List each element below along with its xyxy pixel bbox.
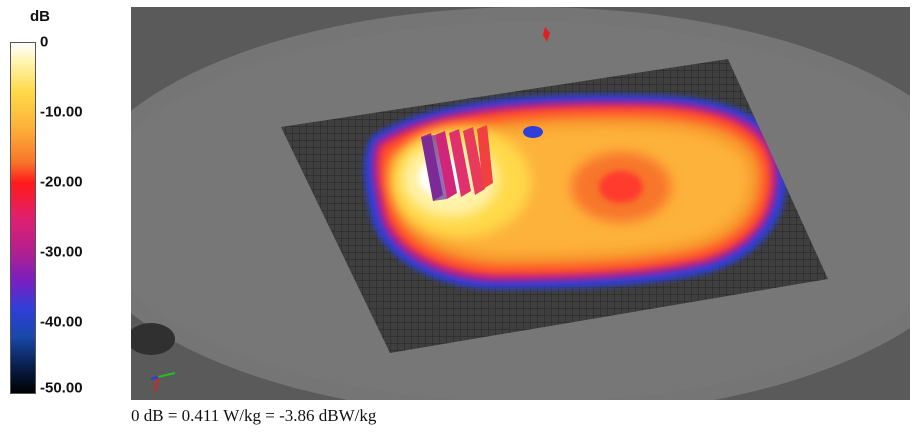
zoom-fin [435, 131, 457, 199]
zoom-fin-shade [421, 135, 447, 201]
zoom-fin [463, 127, 485, 195]
legend-tick-2: -20.00 [40, 173, 83, 191]
legend-tick-5: -50.00 [40, 379, 83, 397]
sar-3d-view [131, 7, 910, 400]
sar-small-hole [523, 126, 543, 138]
legend-tick-3: -30.00 [40, 243, 83, 261]
zoom-scan-cube [421, 125, 493, 201]
zoom-fin [449, 129, 471, 197]
red-marker-icon [543, 27, 550, 42]
sar-distribution [364, 94, 787, 289]
legend-tick-0: 0 [40, 33, 49, 51]
color-scale-bar [10, 42, 36, 394]
legend-tick-4: -40.00 [40, 313, 83, 331]
phantom-hole [131, 323, 175, 355]
zoom-fin [477, 125, 493, 189]
sar-secondary-red [599, 171, 643, 203]
legend-tick-1: -10.00 [40, 103, 83, 121]
axes-triad-icon [150, 372, 176, 392]
footer-reference-note: 0 dB = 0.411 W/kg = -3.86 dBW/kg [131, 406, 377, 425]
legend-unit: dB [30, 8, 50, 25]
